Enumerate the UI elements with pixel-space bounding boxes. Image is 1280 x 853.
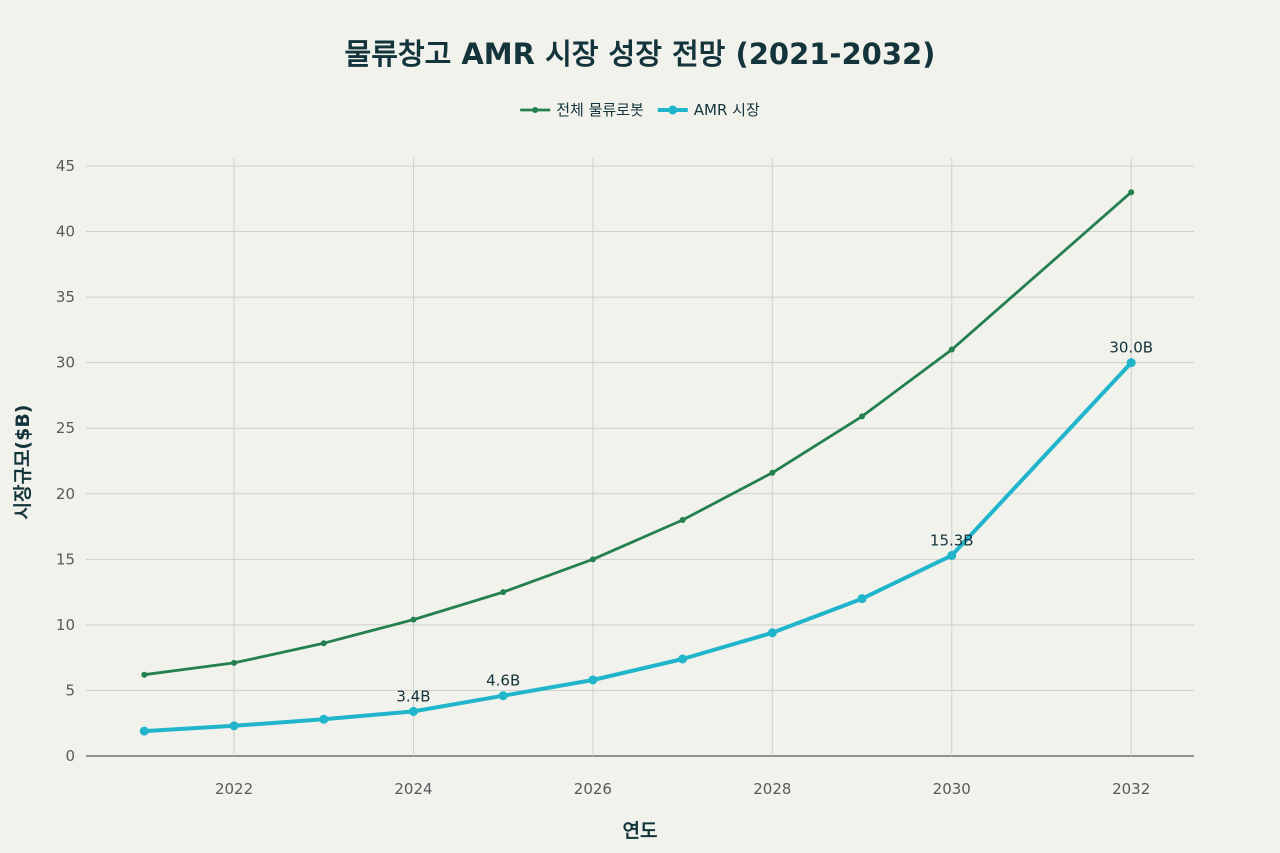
data-point [500, 589, 507, 596]
legend-label: AMR 시장 [694, 101, 760, 119]
data-labels: 3.4B 4.6B 15.3B 30.0B [396, 339, 1153, 706]
legend[interactable]: 전체 물류로봇 AMR 시장 [520, 101, 760, 119]
data-point [139, 726, 149, 736]
y-tick-labels: 0 5 10 15 20 25 30 35 40 45 [56, 157, 75, 765]
data-point [679, 517, 686, 523]
series-group [139, 189, 1136, 736]
x-tick-label: 2030 [933, 780, 971, 798]
chart-title: 물류창고 AMR 시장 성장 전망 (2021-2032) [345, 37, 936, 71]
data-point [1128, 189, 1135, 196]
data-point [857, 594, 867, 604]
legend-marker [668, 105, 678, 115]
data-point [767, 628, 777, 638]
y-tick-label: 20 [56, 485, 75, 503]
data-point [408, 706, 418, 716]
data-point [588, 675, 598, 685]
legend-label: 전체 물류로봇 [556, 101, 644, 119]
legend-item[interactable]: 전체 물류로봇 [520, 101, 644, 119]
data-point [859, 413, 866, 420]
data-point [410, 616, 417, 623]
y-tick-label: 5 [65, 681, 75, 699]
y-tick-label: 45 [56, 157, 75, 175]
data-label: 4.6B [486, 672, 520, 690]
data-label: 3.4B [396, 687, 430, 705]
legend-marker [532, 107, 539, 113]
legend-item[interactable]: AMR 시장 [657, 101, 760, 119]
x-tick-label: 2022 [215, 780, 253, 798]
x-tick-label: 2032 [1112, 780, 1150, 798]
data-point [229, 721, 239, 731]
series-line-2 [142, 360, 1134, 734]
data-point [947, 550, 957, 560]
data-point [141, 671, 148, 678]
y-tick-label: 0 [65, 747, 75, 765]
x-tick-label: 2028 [753, 780, 791, 798]
data-point [1126, 358, 1136, 368]
x-axis-title: 연도 [623, 820, 658, 842]
x-tick-label: 2026 [574, 780, 612, 798]
y-axis-title: 시장규모($B) [12, 405, 34, 520]
y-tick-label: 10 [56, 616, 75, 634]
data-point [678, 654, 688, 664]
y-tick-label: 25 [56, 419, 75, 437]
data-point [589, 556, 596, 563]
data-point [319, 714, 329, 724]
series-line-1 [142, 190, 1133, 677]
x-tick-labels: 2022 2024 2026 2028 2030 2032 [215, 780, 1150, 798]
data-point [769, 469, 776, 476]
data-point [320, 640, 327, 647]
y-tick-label: 15 [56, 550, 75, 568]
data-point [498, 691, 508, 701]
y-tick-label: 40 [56, 223, 75, 241]
y-tick-label: 35 [56, 288, 75, 306]
data-point [231, 659, 238, 666]
data-point [948, 346, 955, 353]
y-tick-label: 30 [56, 354, 75, 372]
data-label: 15.3B [930, 531, 974, 549]
data-label: 30.0B [1109, 339, 1153, 357]
gridlines [86, 158, 1194, 757]
x-tick-label: 2024 [394, 780, 432, 798]
